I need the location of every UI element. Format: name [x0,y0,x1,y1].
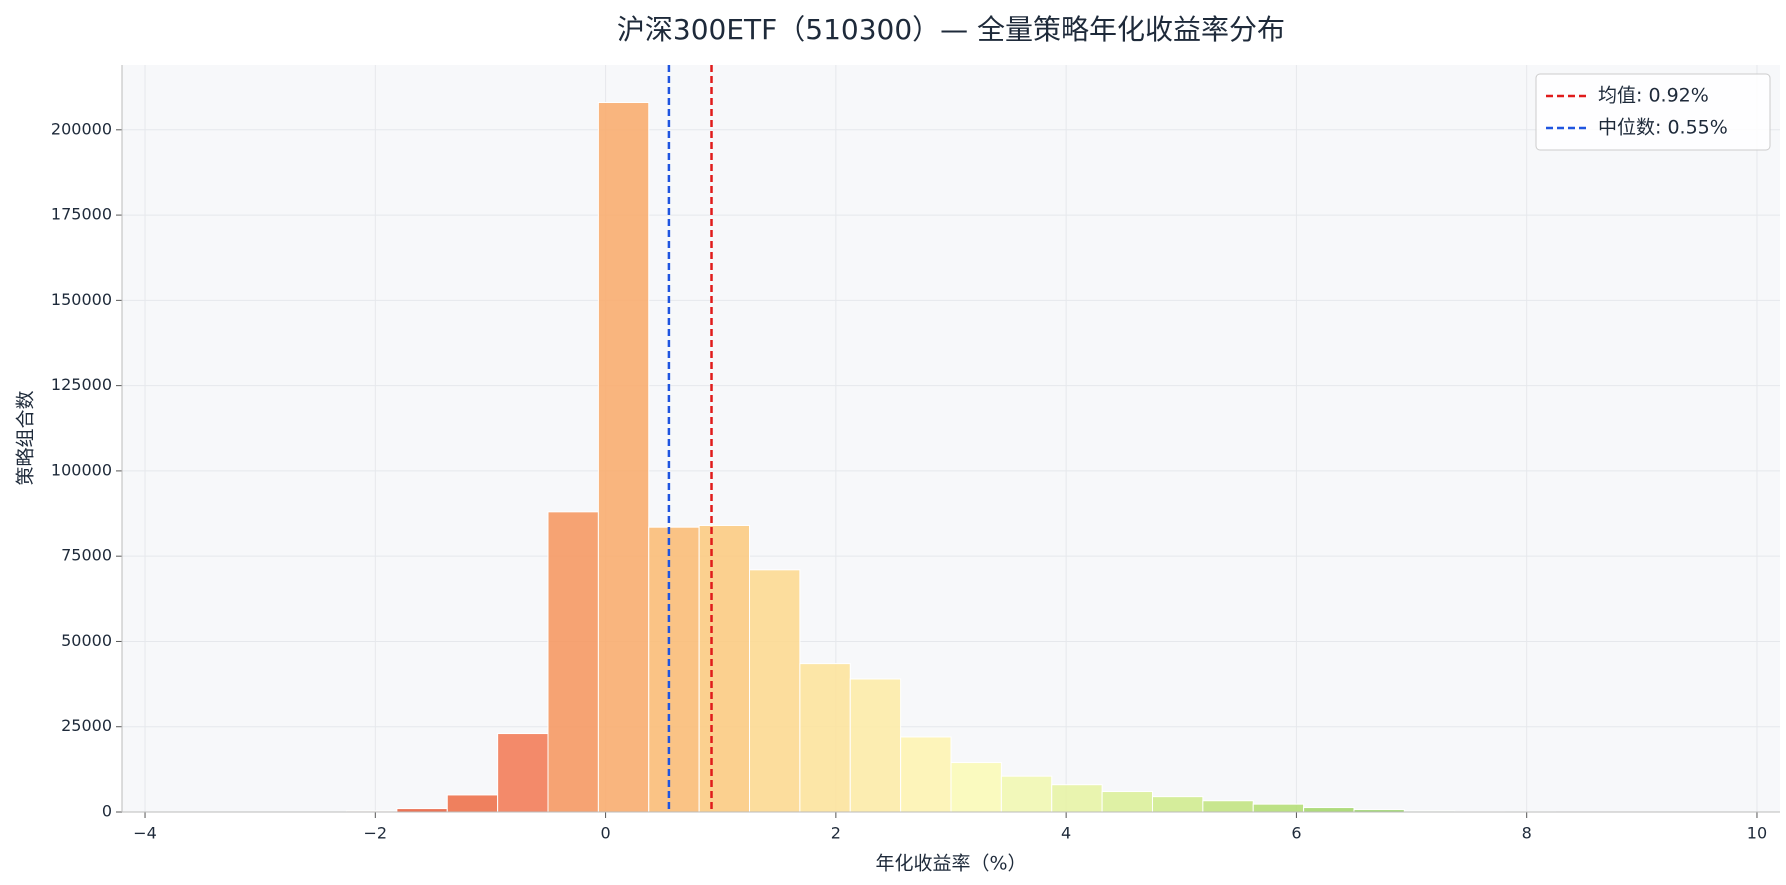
legend-label: 中位数: 0.55% [1598,117,1728,139]
y-tick-label: 0 [102,802,112,821]
y-tick-label: 150000 [51,290,112,309]
y-tick-label: 100000 [51,460,112,479]
y-tick-label: 75000 [61,546,112,565]
histogram-bar [1202,800,1254,813]
histogram-bar [1303,807,1355,813]
chart-title: 沪深300ETF（510300）— 全量策略年化收益率分布 [617,13,1285,46]
histogram-bar [648,526,700,813]
histogram-bar [900,736,952,813]
histogram-bar [597,102,650,813]
x-axis-label: 年化收益率（%） [875,853,1026,875]
histogram-bar [698,524,751,813]
x-tick-label: −4 [133,824,157,843]
y-tick-label: 175000 [51,205,112,224]
x-tick-label: −2 [364,824,388,843]
histogram-bar [497,733,549,813]
histogram-bar [446,794,499,813]
x-tick-label: 2 [831,824,841,843]
y-tick-label: 50000 [61,631,112,650]
x-tick-label: 6 [1291,824,1301,843]
histogram-bar [1101,791,1153,813]
y-tick-label: 25000 [61,716,112,735]
histogram-bar [749,569,801,813]
histogram-bar [1252,803,1305,813]
histogram-bar [849,678,902,813]
y-axis-label: 策略组合数 [15,390,37,485]
histogram-bar [1000,775,1053,813]
x-tick-label: 10 [1747,824,1767,843]
legend-box [1535,73,1771,151]
histogram-bar [547,511,599,813]
y-tick-label: 125000 [51,375,112,394]
x-tick-label: 8 [1522,824,1532,843]
histogram-bar [950,762,1002,813]
histogram-bar [1051,784,1103,813]
y-tick-label: 200000 [51,119,112,138]
histogram-bar [799,663,851,813]
plot-background [122,65,1780,812]
x-tick-label: 0 [600,824,610,843]
legend-label: 均值: 0.92% [1598,85,1709,107]
x-tick-label: 4 [1061,824,1071,843]
histogram-bar [1151,796,1204,813]
histogram-bar [396,808,448,813]
